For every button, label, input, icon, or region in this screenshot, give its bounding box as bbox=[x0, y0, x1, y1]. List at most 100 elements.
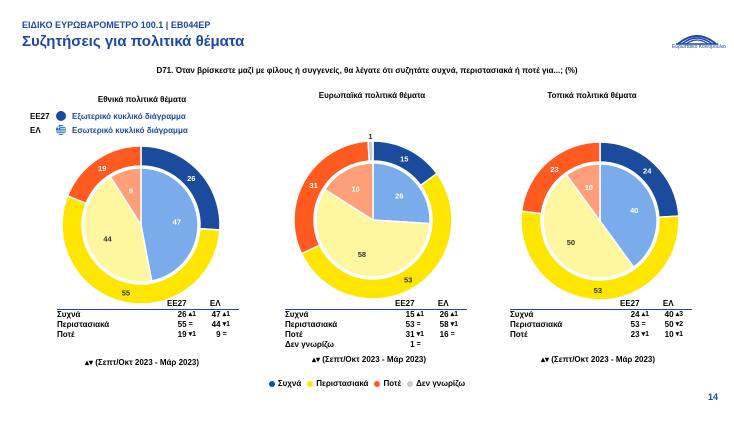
table-row: Συχνά 24 ▴1 40 ▴3 bbox=[510, 309, 692, 320]
el-change: ▾2 bbox=[675, 321, 683, 328]
outer-data-label-occasionally: 55 bbox=[122, 288, 130, 297]
outer-slice-occasionally bbox=[61, 194, 221, 305]
eu27-change: = bbox=[188, 321, 193, 328]
eu27-value: 1 bbox=[410, 340, 415, 349]
row-label-occasionally: Περιστασιακά bbox=[510, 320, 563, 329]
el-change: ▾1 bbox=[222, 321, 230, 328]
inner-data-label-often: 26 bbox=[395, 191, 403, 200]
inner-slice-often bbox=[599, 163, 658, 269]
inner-slice-occasionally bbox=[542, 173, 635, 279]
outer-data-label-often: 15 bbox=[400, 155, 408, 164]
table-head-eu27: ΕΕ27 bbox=[620, 298, 640, 308]
outer-data-label-often: 26 bbox=[187, 174, 195, 183]
parliament-logo-icon bbox=[676, 35, 718, 45]
inner-slice-never bbox=[565, 163, 601, 224]
el-value: 16 bbox=[439, 330, 449, 339]
ring-legend: ΕΕ27 Εξωτερικό κυκλικό διάγραμμα ΕΛ Εσωτ… bbox=[30, 109, 188, 137]
table-row: Ποτέ 31 ▾1 16 = bbox=[285, 330, 467, 340]
legend-item-never: Ποτέ bbox=[374, 379, 401, 388]
ring-legend-outer-code: ΕΕ27 bbox=[30, 111, 50, 121]
row-label-never: Ποτέ bbox=[510, 330, 528, 339]
el-value: 50 bbox=[664, 320, 674, 329]
eu27-value: 19 bbox=[177, 330, 187, 339]
eu27-change: = bbox=[416, 321, 421, 328]
el-change: = bbox=[222, 331, 227, 338]
data-table-local: ΕΕ27 ΕΛ Συχνά 24 ▴1 40 ▴3 Περιστασιακά 53 = 50 ▾2 Πο… bbox=[510, 298, 692, 340]
page-title: Συζητήσεις για πολιτικά θέματα bbox=[22, 33, 245, 50]
el-change: ▴1 bbox=[448, 309, 467, 320]
page-number: 14 bbox=[708, 392, 719, 402]
eu27-change: = bbox=[416, 341, 421, 348]
row-label-never: Ποτέ bbox=[57, 330, 75, 339]
table-row: Δεν γνωρίζω 1 = bbox=[285, 340, 467, 350]
eu27-value: 55 bbox=[177, 320, 187, 329]
outer-slice-occasionally bbox=[520, 210, 680, 301]
row-label-never: Ποτέ bbox=[285, 330, 303, 339]
row-label-dontknow: Δεν γνωρίζω bbox=[285, 340, 335, 349]
row-label-often: Συχνά bbox=[285, 309, 395, 320]
period-note-national: ▴▾ (Σεπτ/Οκτ 2023 - Μάρ 2023) bbox=[85, 358, 200, 367]
eu27-change: ▾1 bbox=[641, 331, 649, 338]
legend-item-occasionally: Περιστασιακά bbox=[307, 379, 368, 388]
eu27-value: 53 bbox=[405, 320, 415, 329]
report-subtitle: ΕΙΔΙΚΟ ΕΥΡΩΒΑΡΟΜΕΤΡΟ 100.1 | EB044EP bbox=[22, 20, 211, 30]
eu27-value: 23 bbox=[630, 330, 640, 339]
eu27-value: 26 bbox=[167, 309, 187, 320]
inner-data-label-never: 16 bbox=[351, 184, 359, 193]
table-row: Περιστασιακά 55 = 44 ▾1 bbox=[57, 320, 239, 330]
inner-slice-occasionally bbox=[315, 188, 431, 278]
chart-title-local: Τοπικά πολιτικά θέματα bbox=[547, 91, 637, 100]
data-table-european: ΕΕ27 ΕΛ Συχνά 15 ▴1 26 ▴1 Περιστασιακά 53 = 58 ▾1 Πο… bbox=[285, 298, 467, 350]
el-change: ▴3 bbox=[673, 309, 692, 320]
eu27-change: ▴1 bbox=[414, 309, 433, 320]
inner-slice-often bbox=[372, 162, 431, 225]
outer-data-label-dontknow: 1 bbox=[368, 132, 372, 141]
el-value: 10 bbox=[664, 330, 674, 339]
inner-data-label-often: 47 bbox=[173, 218, 181, 227]
outer-data-label-never: 19 bbox=[98, 164, 106, 173]
outer-slice-dontknow bbox=[367, 140, 374, 162]
el-value: 47 bbox=[204, 309, 221, 320]
period-note-european: ▴▾ (Σεπτ/Οκτ 2023 - Μάρ 2023) bbox=[312, 355, 427, 364]
table-row: Συχνά 26 ▴1 47 ▴1 bbox=[57, 309, 239, 320]
occasionally-dot-icon bbox=[307, 380, 314, 387]
table-row: Περιστασιακά 53 = 58 ▾1 bbox=[285, 320, 467, 330]
never-dot-icon bbox=[374, 380, 381, 387]
el-value: 44 bbox=[211, 320, 221, 329]
outer-ring-dot-icon bbox=[56, 111, 66, 121]
donut-chart-national: 26 55 19 47 44 9 bbox=[61, 145, 221, 305]
eu27-change: ▾1 bbox=[416, 331, 424, 338]
eu27-change: ▴1 bbox=[639, 309, 658, 320]
el-value: 9 bbox=[216, 330, 221, 339]
row-label-often: Συχνά bbox=[510, 309, 620, 320]
table-head-el: ΕΛ bbox=[437, 298, 449, 308]
table-row: Περιστασιακά 53 = 50 ▾2 bbox=[510, 320, 692, 330]
outer-slice-occasionally bbox=[300, 172, 453, 300]
legend-item-often: Συχνά bbox=[268, 379, 302, 388]
row-label-often: Συχνά bbox=[57, 309, 167, 320]
question-text: D71. Όταν βρίσκεστε μαζί με φίλους ή συγ… bbox=[156, 66, 578, 75]
eu27-change: ▴1 bbox=[186, 309, 205, 320]
inner-slice-often bbox=[140, 167, 199, 282]
greek-flag-icon bbox=[56, 125, 66, 135]
ring-legend-inner-code: ΕΛ bbox=[30, 125, 41, 135]
outer-data-label-often: 24 bbox=[643, 167, 652, 176]
legend-label-dontknow: Δεν γνωρίζω bbox=[416, 379, 466, 388]
inner-slice-occasionally bbox=[83, 175, 153, 283]
outer-data-label-occasionally: 53 bbox=[404, 275, 412, 284]
eu27-value: 24 bbox=[620, 309, 640, 320]
ring-legend-outer-label: Εξωτερικό κυκλικό διάγραμμα bbox=[72, 111, 186, 121]
el-change: ▾1 bbox=[450, 321, 458, 328]
table-row: Ποτέ 19 ▾1 9 = bbox=[57, 330, 239, 340]
el-change: ▴1 bbox=[220, 309, 239, 320]
eu27-value: 15 bbox=[395, 309, 415, 320]
el-change bbox=[449, 340, 467, 350]
inner-slice-never bbox=[109, 167, 142, 228]
table-head-eu27: ΕΕ27 bbox=[395, 298, 415, 308]
often-dot-icon bbox=[268, 380, 275, 387]
table-head-el: ΕΛ bbox=[662, 298, 674, 308]
legend-label-often: Συχνά bbox=[277, 379, 302, 388]
table-row: Ποτέ 23 ▾1 10 ▾1 bbox=[510, 330, 692, 340]
eu27-change: = bbox=[641, 321, 646, 328]
row-label-occasionally: Περιστασιακά bbox=[285, 320, 338, 329]
